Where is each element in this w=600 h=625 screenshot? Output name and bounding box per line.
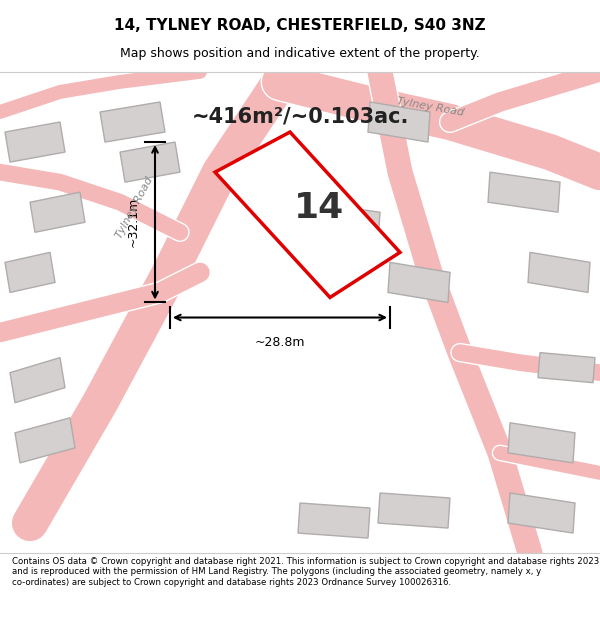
Text: ~32.1m: ~32.1m [127, 197, 140, 248]
Polygon shape [5, 122, 65, 162]
Text: 14: 14 [293, 191, 344, 226]
Polygon shape [298, 503, 370, 538]
Polygon shape [215, 132, 400, 298]
Polygon shape [488, 172, 560, 212]
Polygon shape [508, 422, 575, 463]
Polygon shape [528, 253, 590, 292]
Text: ~416m²/~0.103ac.: ~416m²/~0.103ac. [191, 107, 409, 127]
Polygon shape [100, 102, 165, 142]
Text: Tylney Road: Tylney Road [395, 96, 464, 118]
Polygon shape [308, 202, 380, 242]
Polygon shape [120, 142, 180, 182]
Polygon shape [508, 493, 575, 533]
Text: Map shows position and indicative extent of the property.: Map shows position and indicative extent… [120, 47, 480, 60]
Polygon shape [378, 493, 450, 528]
Text: ~28.8m: ~28.8m [255, 336, 305, 349]
Polygon shape [30, 192, 85, 232]
Polygon shape [15, 418, 75, 463]
Text: Tylney Road: Tylney Road [115, 175, 155, 239]
Text: 14, TYLNEY ROAD, CHESTERFIELD, S40 3NZ: 14, TYLNEY ROAD, CHESTERFIELD, S40 3NZ [114, 18, 486, 33]
Polygon shape [388, 262, 450, 302]
Text: Contains OS data © Crown copyright and database right 2021. This information is : Contains OS data © Crown copyright and d… [12, 557, 599, 586]
Polygon shape [5, 253, 55, 292]
Polygon shape [10, 357, 65, 402]
Polygon shape [538, 352, 595, 382]
Polygon shape [368, 102, 430, 142]
